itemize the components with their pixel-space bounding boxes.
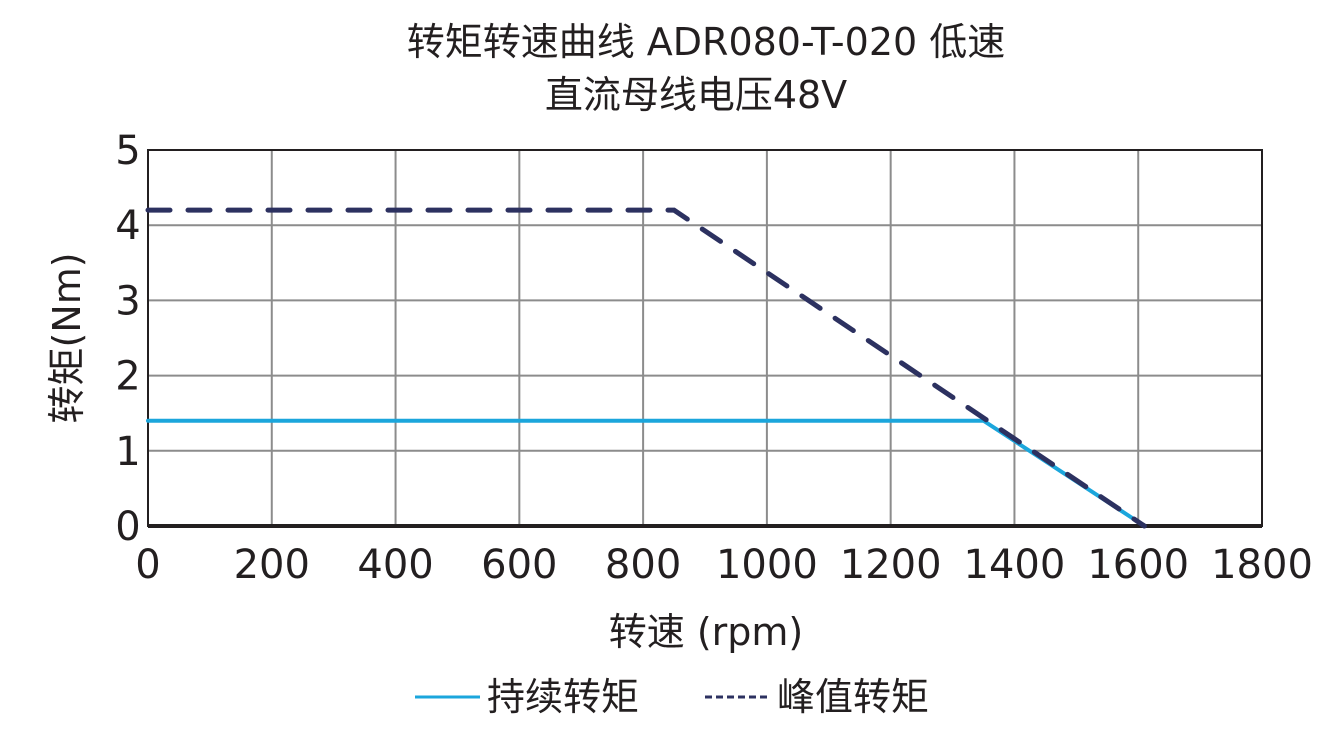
- y-tick-label: 4: [115, 203, 140, 249]
- y-tick-label: 0: [115, 504, 140, 550]
- x-tick-label: 0: [135, 542, 160, 588]
- x-tick-label: 800: [605, 542, 681, 588]
- x-tick-label: 200: [234, 542, 310, 588]
- y-tick-label: 3: [115, 278, 140, 324]
- y-tick-label: 1: [115, 429, 140, 475]
- x-tick-label: 600: [481, 542, 557, 588]
- grid: [147, 149, 1263, 528]
- y-tick-label: 2: [115, 354, 140, 400]
- x-ticks: 0 200 400 600 800 1000 1200 1400 1600 1800: [135, 542, 1313, 588]
- chart-title: 转矩转速曲线 ADR080-T-020 低速: [407, 20, 1006, 64]
- x-tick-label: 1200: [840, 542, 942, 588]
- x-tick-label: 1800: [1211, 542, 1313, 588]
- y-ticks: 0 1 2 3 4 5: [115, 128, 140, 550]
- x-tick-label: 1000: [716, 542, 818, 588]
- y-tick-label: 5: [115, 128, 140, 174]
- x-tick-label: 400: [357, 542, 433, 588]
- series-lines: [145, 207, 1147, 529]
- x-tick-label: 1400: [964, 542, 1066, 588]
- series-line-peak: [145, 207, 1147, 529]
- series-line-continuous: [146, 418, 1147, 528]
- y-axis-label: 转矩(Nm): [45, 252, 89, 423]
- legend: 持续转矩 峰值转矩: [415, 675, 929, 719]
- legend-label-continuous: 持续转矩: [487, 675, 639, 719]
- x-tick-label: 1600: [1087, 542, 1189, 588]
- chart-subtitle: 直流母线电压48V: [545, 73, 847, 117]
- legend-label-peak: 峰值转矩: [777, 675, 929, 719]
- plot-frame: [147, 149, 1263, 527]
- x-axis-label: 转速 (rpm): [609, 610, 804, 654]
